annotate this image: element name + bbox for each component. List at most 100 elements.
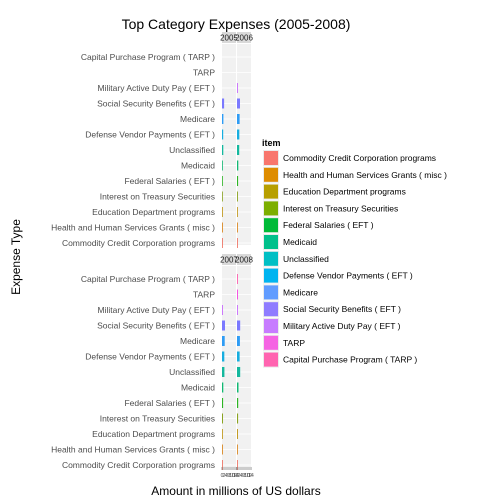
bar-2008-commodity-credit-corporation-programs [237,460,238,470]
x-tick-label: 14 [248,473,254,479]
x-tick-label: 6 [227,473,230,479]
y-tick-label: Education Department programs [92,207,215,217]
y-tick-label: Capital Purchase Program ( TARP ) [81,52,215,62]
y-tick-label: Defense Vendor Payments ( EFT ) [85,352,215,362]
x-tick-label: 14 [233,473,239,479]
y-tick-labels-top: Capital Purchase Program ( TARP ) TARP Mil… [51,52,215,248]
bar-2006-military-active-duty-pay-eft [237,83,238,93]
y-tick-label: Unclassified [169,367,215,377]
bar-2006-education-department-programs [237,207,238,217]
legend-label: Interest on Treasury Securities [283,203,398,213]
legend-swatch-education-department-programs [264,184,278,199]
y-tick-label: Social Security Benefits ( EFT ) [97,99,215,109]
y-tick-label: Medicaid [181,383,215,393]
bar-2008-military-active-duty-pay-eft [237,305,238,315]
legend-swatch-unclassified [264,251,278,266]
y-tick-label: Medicare [180,114,215,124]
y-tick-label: Federal Salaries ( EFT ) [124,398,215,408]
panel-background-2006 [237,44,251,245]
legend-label: Unclassified [283,254,329,264]
bar-2005-health-and-human-services-grants-misc [222,222,223,233]
panel-strip-2008 [237,254,251,265]
legend-label: Education Department programs [283,187,406,197]
bar-2006-federal-salaries-eft [237,176,239,186]
panel-2007: 2007 [220,254,238,470]
y-tick-label: Military Active Duty Pay ( EFT ) [98,305,216,315]
bar-2008-social-security-benefits-eft [237,320,241,331]
x-tick-label: 8 [244,473,247,479]
bar-2005-unclassified [222,145,224,155]
legend-swatch-military-active-duty-pay-eft [264,319,278,333]
y-tick-label: Unclassified [169,145,215,155]
panel-background-2007 [222,266,236,467]
bar-2007-military-active-duty-pay-eft [222,305,223,315]
bar-2008-unclassified [237,367,241,377]
bar-2006-defense-vendor-payments-eft [237,129,240,140]
legend-label: Medicaid [283,237,317,247]
bar-2006-health-and-human-services-grants-misc [237,222,238,233]
bar-2007-defense-vendor-payments-eft [222,351,225,362]
bar-2008-defense-vendor-payments-eft [237,351,240,362]
y-tick-label: Health and Human Services Grants ( misc … [51,223,215,233]
legend-items: Commodity Credit Corporation programs Hea… [263,150,447,368]
bar-2008-tarp [237,289,238,300]
panel-background-2005 [222,44,236,245]
bar-2008-health-and-human-services-grants-misc [237,444,238,455]
bar-2007-education-department-programs [222,429,223,439]
bar-2007-health-and-human-services-grants-misc [222,444,223,455]
panel-background-2008 [237,266,251,467]
x-tick-label: 2 [223,473,226,479]
panel-2008: 2008 [235,254,253,470]
panel-strip-label: 2007 [220,256,238,265]
y-tick-label: Federal Salaries ( EFT ) [124,176,215,186]
bar-2008-medicaid [237,382,239,393]
legend-label: Capital Purchase Program ( TARP ) [283,355,417,365]
legend-swatch-social-security-benefits-eft [264,302,278,317]
y-tick-label: Medicaid [181,161,215,171]
bar-2007-medicare [222,336,225,346]
y-axis-title: Expense Type [9,219,23,295]
bar-2005-defense-vendor-payments-eft [222,129,224,140]
x-tick-label: 12 [231,473,237,479]
legend-swatch-interest-on-treasury-securities [264,201,278,216]
bar-2007-unclassified [222,367,225,377]
y-tick-label: Commodity Credit Corporation programs [62,460,215,470]
panel-2005: 2005 [220,32,238,248]
legend-label: Commodity Credit Corporation programs [283,153,436,163]
y-tick-label: Interest on Treasury Securities [100,414,215,424]
x-tick-label: 4 [240,473,243,479]
bar-2007-social-security-benefits-eft [222,320,225,331]
y-tick-label: Education Department programs [92,429,215,439]
y-tick-label: Social Security Benefits ( EFT ) [97,321,215,331]
panel-strip-label: 2006 [235,34,253,43]
x-tick-label: 6 [242,473,245,479]
bar-2008-education-department-programs [237,429,238,439]
panel-strip-2006 [237,32,251,43]
y-tick-label: Capital Purchase Program ( TARP ) [81,274,215,284]
y-tick-label: Interest on Treasury Securities [100,192,215,202]
y-tick-label: Military Active Duty Pay ( EFT ) [98,83,216,93]
legend-label: Health and Human Services Grants ( misc … [283,170,447,180]
bar-2006-social-security-benefits-eft [237,98,240,109]
x-tick-label: 0 [236,473,239,479]
bar-2005-interest-on-treasury-securities [222,191,223,202]
bar-2008-federal-salaries-eft [237,398,239,408]
y-tick-label: Medicare [180,336,215,346]
bar-2006-interest-on-treasury-securities [237,191,238,202]
bar-2007-medicaid [222,382,224,393]
bar-2006-medicare [237,114,240,124]
panel-strip-2007 [222,254,236,265]
bar-2008-interest-on-treasury-securities [237,413,239,424]
x-tick-label: 4 [225,473,228,479]
bar-2005-medicare [222,114,224,124]
bar-2007-interest-on-treasury-securities [222,413,223,424]
legend-label: Military Active Duty Pay ( EFT ) [283,321,401,331]
x-tick-label: 0 [221,473,224,479]
legend: item Commodity Credit Corporation progra… [262,138,447,368]
legend-title: item [262,138,281,148]
chart-title: Top Category Expenses (2005-2008) [122,16,351,32]
y-tick-label: TARP [193,290,215,300]
panel-strip-label: 2008 [235,256,253,265]
legend-swatch-defense-vendor-payments-eft [264,268,278,283]
